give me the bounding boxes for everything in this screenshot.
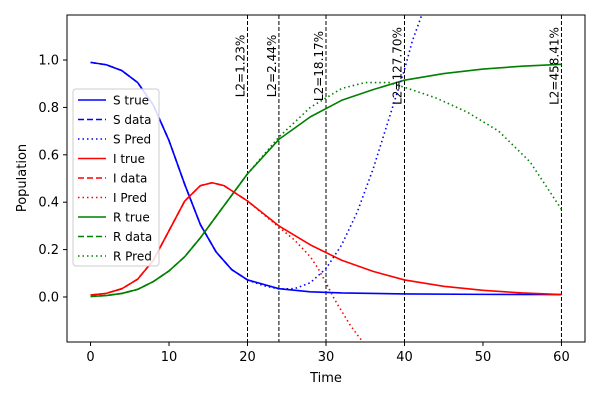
- vline-label: L2=127.70%: [390, 27, 404, 105]
- x-axis-label: Time: [309, 371, 342, 386]
- y-tick-label: 0.6: [38, 148, 59, 163]
- legend-label: S data: [113, 113, 151, 127]
- axis-ticks: 0 10 20 30 40 50 60 0.0 0.2 0.4 0.6 0.8 1.0: [38, 54, 569, 365]
- x-tick-label: 0: [86, 350, 94, 365]
- series-line-s-data: [90, 61, 248, 281]
- y-axis-label: Population: [15, 144, 30, 212]
- x-tick-label: 40: [396, 350, 413, 365]
- y-tick-label: 0.8: [38, 101, 59, 116]
- vline-label: L2=18.17%: [312, 31, 326, 101]
- legend-label: S Pred: [113, 133, 151, 147]
- y-tick-label: 0.4: [38, 196, 59, 211]
- y-tick-label: 0.0: [38, 290, 59, 305]
- legend-label: I Pred: [113, 191, 147, 205]
- legend-label: I data: [113, 172, 147, 186]
- legend-box: [72, 88, 160, 267]
- vline-label: L2=1.23%: [234, 35, 248, 98]
- legend-label: S true: [113, 94, 149, 108]
- series-line-s-pred: [247, 15, 423, 290]
- y-tick-label: 1.0: [38, 54, 59, 69]
- x-tick-label: 20: [239, 350, 256, 365]
- vline-label: L2=2.44%: [265, 35, 279, 98]
- legend-label: I true: [113, 152, 145, 166]
- x-tick-label: 50: [475, 350, 492, 365]
- x-tick-label: 60: [553, 350, 570, 365]
- series-line-i-data: [90, 181, 248, 296]
- vline-label: L2=458.41%: [547, 27, 561, 105]
- vline-annotations: L2=1.23% L2=2.44% L2=18.17% L2=127.70% L2=45…: [234, 27, 562, 105]
- x-tick-label: 30: [318, 350, 335, 365]
- y-tick-label: 0.2: [38, 243, 59, 258]
- series-line-r-data: [90, 173, 249, 298]
- legend-label: R Pred: [113, 250, 152, 264]
- legend: S true S data S Pred I true I data I Pred R tr…: [72, 88, 160, 267]
- legend-label: R true: [113, 211, 150, 225]
- x-tick-label: 10: [161, 350, 178, 365]
- series-line-i-pred: [247, 200, 364, 342]
- plot-area: [90, 15, 563, 342]
- legend-label: R data: [113, 230, 152, 244]
